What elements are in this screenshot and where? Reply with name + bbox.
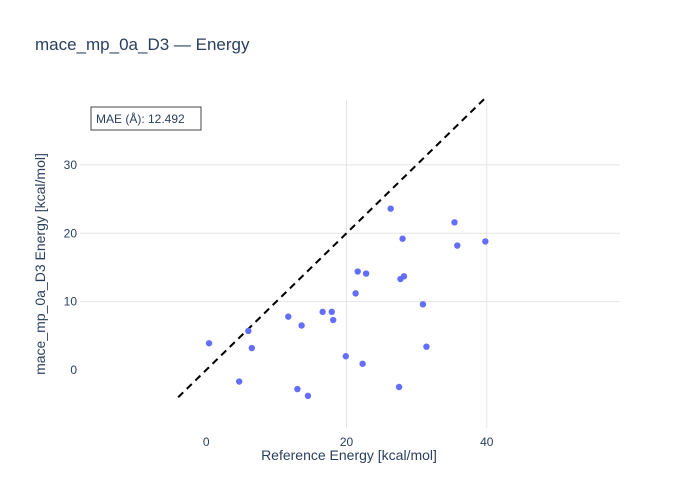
- data-point: [235, 378, 243, 385]
- reference-line-layer: [177, 95, 488, 398]
- data-point: [352, 290, 359, 297]
- data-point: [245, 327, 252, 335]
- data-point: [399, 235, 406, 242]
- data-point: [328, 308, 335, 316]
- x-tick-label: 40: [480, 435, 494, 449]
- x-tick-label: 20: [340, 435, 354, 449]
- data-point: [387, 205, 394, 212]
- data-point: [400, 273, 408, 280]
- points-layer: [205, 205, 489, 400]
- y-tick-label: 30: [64, 158, 78, 172]
- data-point: [304, 392, 312, 400]
- data-point: [354, 268, 361, 275]
- data-point: [298, 322, 305, 329]
- data-point: [285, 313, 292, 320]
- data-point: [419, 301, 427, 308]
- data-point: [362, 270, 370, 277]
- y-axis-title: mace_mp_0a_D3 Energy [kcal/mol]: [32, 153, 48, 375]
- data-point: [205, 340, 213, 347]
- x-tick-label: 0: [203, 435, 210, 449]
- data-point: [454, 242, 461, 249]
- data-point: [482, 238, 489, 245]
- data-point: [423, 343, 430, 350]
- data-point: [319, 308, 326, 316]
- x-axis-title: Reference Energy [kcal/mol]: [261, 447, 437, 463]
- reference-diagonal-line: [177, 95, 488, 398]
- mae-annotation-box: [90, 106, 202, 131]
- grid-layer: [80, 100, 620, 428]
- data-point: [359, 360, 366, 367]
- data-point: [395, 383, 403, 391]
- chart-title: mace_mp_0a_D3 — Energy: [35, 35, 250, 54]
- y-tick-label: 0: [70, 363, 77, 377]
- y-tick-label: 10: [64, 295, 78, 309]
- data-point: [342, 353, 349, 360]
- tick-layer: 0 20 40 0 10 20 30: [64, 158, 494, 449]
- data-point: [294, 385, 301, 393]
- data-point: [248, 344, 256, 352]
- y-tick-label: 20: [64, 226, 78, 240]
- mae-annotation-text: MAE (Å): 12.492: [96, 111, 185, 126]
- data-point: [451, 219, 458, 226]
- data-point: [329, 316, 337, 324]
